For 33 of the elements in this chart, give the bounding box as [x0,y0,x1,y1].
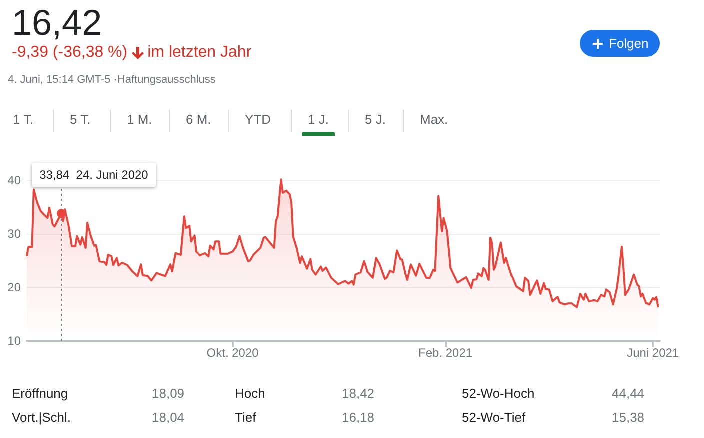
text: Max. [420,112,448,127]
text: 6 M. [186,112,212,127]
text: 1 M. [127,112,152,127]
text: 44,44 [612,386,645,401]
text: Hoch [235,386,266,401]
text: YTD [245,112,271,127]
y-tick-label: 30 [8,227,22,242]
y-tick-label: 10 [8,334,22,348]
text: 52-Wo-Hoch [462,386,535,401]
text: 16,18 [342,410,375,425]
x-tick-label: Okt. 2020 [206,346,260,360]
text: 5 J. [365,112,386,127]
text: Eröffnung [12,386,68,401]
text: 5 T. [70,112,91,127]
text: 18,09 [152,386,185,401]
text: 18,04 [152,410,185,425]
x-tick-label: Feb. 2021 [418,346,473,360]
y-tick-label: 20 [8,280,22,295]
text: 1 J. [308,112,329,127]
x-tick-label: Juni 2021 [627,346,680,360]
text: Folgen [609,35,649,53]
text: 52-Wo-Tief [462,410,526,425]
text: 18,42 [342,386,375,401]
chart-subtitle: -9,39 (-36,38 %) [12,44,128,62]
text: 15,38 [612,410,645,425]
annotation: 33,84 24. Juni 2020 [32,163,156,187]
chart-title: 16,42 [12,2,102,44]
text: 1 T. [13,112,34,127]
text: 4. Juni, 15:14 GMT-5 ·Haftungsausschluss [8,74,216,86]
text: im letzten Jahr [148,44,252,62]
y-tick-label: 40 [8,174,22,188]
text: Tief [235,410,256,425]
text: Vort.|Schl. [12,410,72,425]
